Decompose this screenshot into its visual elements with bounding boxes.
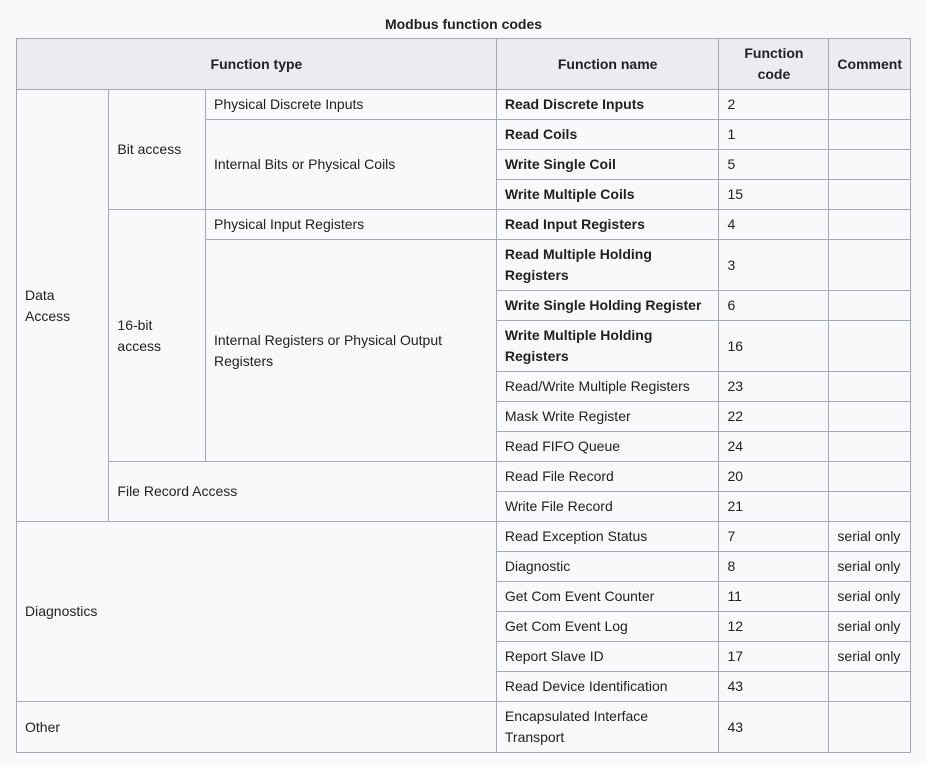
fn-code: 23 — [719, 372, 829, 402]
fn-name: Mask Write Register — [496, 402, 719, 432]
fn-comment — [829, 702, 911, 753]
group-diagnostics: Diagnostics — [17, 522, 497, 702]
fn-comment: serial only — [829, 582, 911, 612]
fn-comment: serial only — [829, 612, 911, 642]
group-file-record: File Record Access — [109, 462, 496, 522]
fn-comment: serial only — [829, 552, 911, 582]
modbus-function-codes-table: Modbus function codes Function type Func… — [16, 12, 911, 753]
fn-code: 12 — [719, 612, 829, 642]
fn-name: Read Exception Status — [496, 522, 719, 552]
col-function-type: Function type — [17, 39, 497, 90]
fn-name: Get Com Event Counter — [496, 582, 719, 612]
table-header-row: Function type Function name Function cod… — [17, 39, 911, 90]
fn-name: Read File Record — [496, 462, 719, 492]
table-container: Modbus function codes Function type Func… — [0, 0, 927, 765]
col-comment: Comment — [829, 39, 911, 90]
fn-name: Read Input Registers — [496, 210, 719, 240]
fn-name: Read Multiple Holding Registers — [496, 240, 719, 291]
table-row: 16-bit access Physical Input Registers R… — [17, 210, 911, 240]
group-data-access: Data Access — [17, 90, 109, 522]
group-internal-regs: Internal Registers or Physical Output Re… — [206, 240, 497, 462]
fn-comment — [829, 462, 911, 492]
fn-comment — [829, 291, 911, 321]
fn-comment: serial only — [829, 642, 911, 672]
group-phys-discrete-inputs: Physical Discrete Inputs — [206, 90, 497, 120]
fn-comment — [829, 150, 911, 180]
fn-comment — [829, 492, 911, 522]
fn-name: Encapsulated Interface Transport — [496, 702, 719, 753]
table-row: Data Access Bit access Physical Discrete… — [17, 90, 911, 120]
group-other: Other — [17, 702, 497, 753]
table-caption: Modbus function codes — [16, 12, 911, 38]
fn-comment — [829, 321, 911, 372]
fn-code: 21 — [719, 492, 829, 522]
col-function-name: Function name — [496, 39, 719, 90]
fn-name: Write Multiple Holding Registers — [496, 321, 719, 372]
fn-comment — [829, 240, 911, 291]
fn-code: 3 — [719, 240, 829, 291]
fn-name: Read Device Identification — [496, 672, 719, 702]
group-phys-input-regs: Physical Input Registers — [206, 210, 497, 240]
fn-comment — [829, 672, 911, 702]
fn-code: 7 — [719, 522, 829, 552]
fn-name: Write Single Coil — [496, 150, 719, 180]
fn-code: 43 — [719, 672, 829, 702]
fn-comment — [829, 402, 911, 432]
fn-comment: serial only — [829, 522, 911, 552]
fn-code: 22 — [719, 402, 829, 432]
table-row: Diagnostics Read Exception Status 7 seri… — [17, 522, 911, 552]
fn-code: 20 — [719, 462, 829, 492]
fn-code: 17 — [719, 642, 829, 672]
fn-name: Write Single Holding Register — [496, 291, 719, 321]
fn-comment — [829, 432, 911, 462]
fn-code: 2 — [719, 90, 829, 120]
fn-name: Read/Write Multiple Registers — [496, 372, 719, 402]
fn-code: 11 — [719, 582, 829, 612]
fn-code: 1 — [719, 120, 829, 150]
group-internal-bits: Internal Bits or Physical Coils — [206, 120, 497, 210]
group-bit-access: Bit access — [109, 90, 206, 210]
fn-code: 5 — [719, 150, 829, 180]
group-16bit-access: 16-bit access — [109, 210, 206, 462]
fn-comment — [829, 210, 911, 240]
fn-name: Diagnostic — [496, 552, 719, 582]
fn-name: Report Slave ID — [496, 642, 719, 672]
table-row: File Record Access Read File Record 20 — [17, 462, 911, 492]
fn-code: 6 — [719, 291, 829, 321]
col-function-code: Function code — [719, 39, 829, 90]
fn-code: 16 — [719, 321, 829, 372]
fn-name: Read Coils — [496, 120, 719, 150]
fn-code: 8 — [719, 552, 829, 582]
table-row: Other Encapsulated Interface Transport 4… — [17, 702, 911, 753]
fn-code: 4 — [719, 210, 829, 240]
fn-comment — [829, 120, 911, 150]
fn-name: Read FIFO Queue — [496, 432, 719, 462]
fn-name: Get Com Event Log — [496, 612, 719, 642]
fn-name: Read Discrete Inputs — [496, 90, 719, 120]
fn-comment — [829, 372, 911, 402]
fn-code: 43 — [719, 702, 829, 753]
fn-code: 24 — [719, 432, 829, 462]
fn-code: 15 — [719, 180, 829, 210]
fn-name: Write Multiple Coils — [496, 180, 719, 210]
fn-comment — [829, 90, 911, 120]
fn-comment — [829, 180, 911, 210]
fn-name: Write File Record — [496, 492, 719, 522]
